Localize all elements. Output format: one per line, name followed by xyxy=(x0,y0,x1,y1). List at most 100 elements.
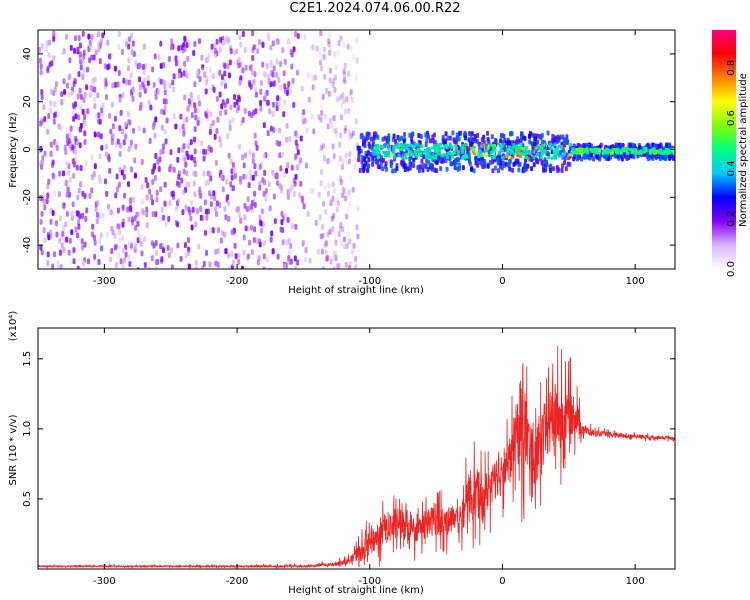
spectrogram-noise-cell xyxy=(289,88,293,95)
spectrogram-peak-cell xyxy=(563,151,567,155)
spectrogram-noise-cell xyxy=(128,205,132,212)
spectrogram-band-cell xyxy=(530,141,534,147)
spectrogram-noise-cell xyxy=(114,262,118,269)
spectrogram-noise-cell xyxy=(224,248,228,255)
spectrogram-peak-cell xyxy=(595,148,599,152)
spectrogram-peak-cell xyxy=(518,145,522,149)
spectrogram-peak-cell xyxy=(433,145,437,149)
spectrogram-noise-cell xyxy=(168,200,172,207)
spectrogram-noise-cell xyxy=(280,210,284,217)
spectrogram-noise-cell xyxy=(117,252,121,259)
spectrogram-band-cell xyxy=(476,133,480,139)
spectrogram-band-cell xyxy=(526,163,530,169)
spectrogram-noise-cell xyxy=(345,159,349,166)
spectrogram-noise-cell xyxy=(68,57,72,64)
snr-y-axis-label: SNR (10 * v/v) xyxy=(8,414,19,485)
spectrogram-noise-cell xyxy=(348,130,352,137)
spectrogram-noise-cell xyxy=(267,78,271,85)
spectrogram-noise-cell xyxy=(42,199,46,206)
spectrogram-band-cell xyxy=(446,135,450,141)
spectrogram-noise-cell xyxy=(93,103,97,110)
spectrogram-noise-cell xyxy=(116,207,120,214)
spectrogram-noise-cell xyxy=(65,133,69,140)
spectrogram-band-cell xyxy=(536,139,540,145)
spectrogram-noise-cell xyxy=(210,43,214,50)
spectrogram-noise-cell xyxy=(95,211,99,218)
spectrogram-noise-cell xyxy=(351,130,355,137)
spectrogram-noise-cell xyxy=(354,118,358,125)
spectrogram-band-cell xyxy=(391,168,395,174)
spectrogram-noise-cell xyxy=(289,242,293,249)
spectrogram-noise-cell xyxy=(187,250,191,257)
spectrogram-noise-cell xyxy=(262,122,266,129)
spectrogram-noise-cell xyxy=(317,113,321,120)
spectrogram-band-cell xyxy=(469,167,473,173)
spectrogram-noise-cell xyxy=(160,206,164,213)
spectrogram-noise-cell xyxy=(100,107,104,114)
spectrogram-noise-cell xyxy=(322,46,326,53)
spectrogram-noise-cell xyxy=(264,187,268,194)
spectrogram-band-cell xyxy=(556,138,560,144)
spectrogram-noise-cell xyxy=(243,107,247,114)
spectrogram-noise-cell xyxy=(294,30,298,37)
spectrogram-band-cell xyxy=(502,133,506,139)
spectrogram-peak-cell xyxy=(639,151,643,155)
spectrogram-noise-cell xyxy=(286,258,290,265)
spectrogram-peak-cell xyxy=(376,153,380,157)
snr-x-tick-label: -300 xyxy=(93,576,116,587)
spectrogram-noise-cell xyxy=(122,139,126,146)
spectrogram-noise-cell xyxy=(209,201,213,208)
spectrogram-noise-cell xyxy=(281,47,285,54)
spectrogram-band-cell xyxy=(376,164,380,170)
spectrogram-band-cell xyxy=(416,165,420,171)
spectrogram-noise-cell xyxy=(181,123,185,130)
spectrogram-noise-cell xyxy=(291,77,295,84)
spectrogram-noise-cell xyxy=(103,83,107,90)
spectrogram-peak-cell xyxy=(436,151,440,155)
spectrogram-noise-cell xyxy=(127,145,131,152)
spectrogram-noise-cell xyxy=(70,210,74,217)
spectrogram-band-cell xyxy=(397,136,401,142)
spectrogram-noise-cell xyxy=(104,143,108,150)
spectrogram-noise-cell xyxy=(201,67,205,74)
spectrogram-band-cell xyxy=(438,157,442,163)
spectrogram-x-tick-label: 100 xyxy=(626,276,645,287)
spectrogram-band-cell xyxy=(419,133,423,139)
spectrogram-noise-cell xyxy=(40,94,44,101)
spectrogram-band-cell xyxy=(545,159,549,165)
spectrogram-noise-cell xyxy=(74,226,78,233)
spectrogram-noise-cell xyxy=(281,239,285,246)
spectrogram-band-cell xyxy=(384,166,388,172)
spectrogram-noise-cell xyxy=(351,186,355,193)
spectrogram-noise-cell xyxy=(334,64,338,71)
spectrogram-noise-cell xyxy=(65,210,69,217)
spectrogram-noise-cell xyxy=(178,127,182,134)
spectrogram-band-cell xyxy=(359,134,363,140)
spectrogram-noise-cell xyxy=(322,54,326,61)
spectrogram-band-cell xyxy=(406,166,410,172)
spectrogram-noise-cell xyxy=(54,81,58,88)
spectrogram-noise-cell xyxy=(147,99,151,106)
spectrogram-noise-cell xyxy=(212,190,216,197)
spectrogram-noise-cell xyxy=(76,93,80,100)
spectrogram-noise-cell xyxy=(318,147,322,154)
spectrogram-noise-cell xyxy=(61,230,65,237)
spectrogram-peak-cell xyxy=(473,152,477,156)
spectrogram-noise-cell xyxy=(278,183,282,190)
spectrogram-noise-cell xyxy=(39,120,43,127)
spectrogram-noise-cell xyxy=(68,176,72,183)
spectrogram-noise-cell xyxy=(91,223,95,230)
spectrogram-noise-cell xyxy=(59,124,63,131)
spectrogram-noise-cell xyxy=(141,209,145,216)
spectrogram-noise-cell xyxy=(351,247,355,254)
spectrogram-peak-cell xyxy=(507,145,511,149)
spectrogram-noise-cell xyxy=(202,260,206,267)
spectrogram-band-cell xyxy=(442,140,446,146)
spectrogram-noise-cell xyxy=(317,48,321,55)
spectrogram-noise-cell xyxy=(52,30,56,37)
spectrogram-peak-cell xyxy=(445,146,449,150)
spectrogram-peak-cell xyxy=(454,144,458,148)
spectrogram-noise-cell xyxy=(347,107,351,114)
spectrogram-noise-cell xyxy=(320,109,324,116)
spectrogram-band-cell xyxy=(473,136,477,142)
